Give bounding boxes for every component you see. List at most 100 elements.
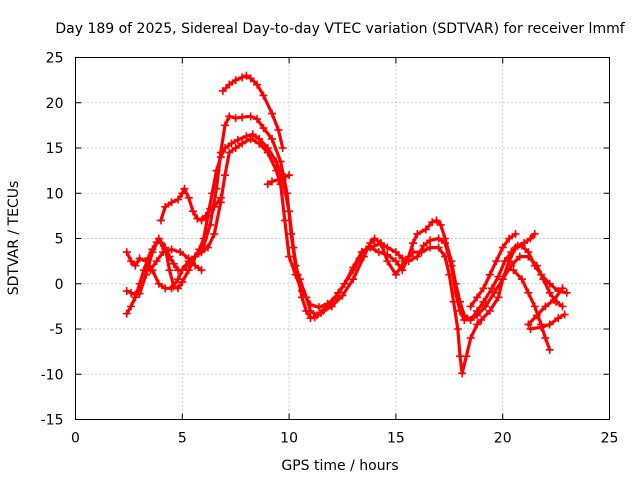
data-point [188, 207, 197, 216]
data-point [530, 302, 539, 311]
data-point [197, 248, 206, 257]
data-point [370, 234, 379, 243]
data-point [466, 302, 475, 311]
data-point [473, 311, 482, 320]
data-point [206, 204, 215, 213]
data-point [178, 189, 187, 198]
data-point [159, 248, 168, 257]
x-axis-label: GPS time / hours [281, 458, 398, 474]
data-point [462, 352, 471, 361]
data-point [537, 323, 546, 332]
data-point [558, 302, 567, 311]
data-point [498, 275, 507, 284]
data-point [507, 261, 516, 270]
y-tick-label: 25 [46, 51, 64, 67]
data-point [238, 139, 247, 148]
data-point [359, 252, 368, 261]
y-tick-label: -5 [50, 322, 64, 338]
data-point [285, 252, 294, 261]
data-point [426, 236, 435, 245]
data-point [398, 266, 407, 275]
data-point [276, 180, 285, 189]
data-point [458, 369, 467, 378]
series-arc-4 [146, 245, 206, 275]
data-point [274, 175, 283, 184]
data-point [280, 172, 289, 181]
series-line [125, 132, 537, 322]
data-point [366, 243, 375, 252]
data-point [332, 293, 341, 302]
data-point [434, 243, 443, 252]
data-point [148, 248, 157, 257]
y-tick-label: 20 [46, 96, 64, 112]
series-arc-7 [263, 171, 294, 189]
data-point [340, 279, 349, 288]
y-tick-label: 10 [46, 186, 64, 202]
data-point [184, 193, 193, 202]
data-point [488, 284, 497, 293]
data-point [193, 214, 202, 223]
x-tick-label: 0 [71, 431, 80, 447]
data-point [285, 171, 294, 180]
data-point [287, 229, 296, 238]
data-point [165, 266, 174, 275]
data-point [221, 171, 230, 180]
data-point [477, 315, 486, 324]
data-point [539, 275, 548, 284]
data-point [479, 284, 488, 293]
data-point [558, 284, 567, 293]
data-point [524, 252, 533, 261]
data-point [263, 180, 272, 189]
data-point [338, 291, 347, 300]
data-point [122, 309, 131, 318]
data-point [541, 302, 550, 311]
data-point [199, 241, 208, 250]
data-point [419, 241, 428, 250]
data-point [246, 134, 255, 143]
data-point [494, 293, 503, 302]
data-point [481, 302, 490, 311]
data-point [532, 261, 541, 270]
data-point [127, 288, 136, 297]
data-point [524, 320, 533, 329]
series-arc-8 [466, 229, 520, 311]
x-tick-label: 25 [601, 431, 619, 447]
data-point [545, 345, 554, 354]
data-point [441, 252, 450, 261]
data-series [122, 71, 571, 378]
data-point [374, 248, 383, 257]
data-point [511, 243, 520, 252]
data-point [479, 297, 488, 306]
data-point [197, 216, 206, 225]
data-point [276, 157, 285, 166]
data-point [201, 211, 210, 220]
data-point [141, 257, 150, 266]
series-arc-5 [156, 184, 225, 225]
data-point [174, 195, 183, 204]
data-point [383, 243, 392, 252]
data-point [404, 252, 413, 261]
data-point [526, 234, 535, 243]
data-point [421, 225, 430, 234]
data-point [253, 80, 262, 89]
data-point [473, 320, 482, 329]
data-point [436, 220, 445, 229]
data-point [505, 234, 514, 243]
data-point [206, 220, 215, 229]
data-point [191, 252, 200, 261]
data-point [447, 257, 456, 266]
data-point [127, 257, 136, 266]
data-point [278, 144, 287, 152]
data-point [152, 257, 161, 266]
x-tick-label: 15 [387, 431, 405, 447]
data-point [505, 257, 514, 266]
data-point [255, 139, 264, 148]
data-point [530, 229, 539, 238]
data-point [242, 71, 251, 80]
data-point [135, 254, 144, 263]
data-point [184, 254, 193, 263]
data-point [280, 216, 289, 225]
data-point [376, 239, 385, 248]
data-point [315, 303, 324, 312]
data-point [127, 302, 136, 311]
